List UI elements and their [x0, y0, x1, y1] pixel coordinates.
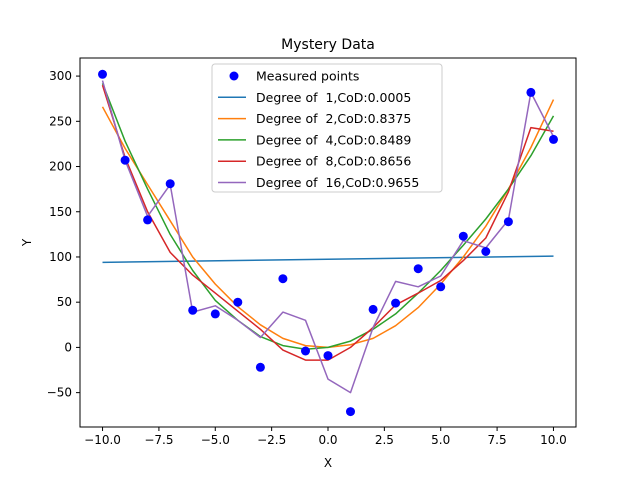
legend-label: Measured points	[256, 69, 359, 84]
legend-label: Degree of 8,CoD:0.8656	[256, 154, 411, 169]
x-tick-label: −2.5	[257, 433, 286, 447]
x-tick-label: 5.0	[431, 433, 450, 447]
x-tick-label: −10.0	[84, 433, 121, 447]
legend-label: Degree of 2,CoD:0.8375	[256, 111, 411, 126]
legend-marker	[229, 71, 239, 81]
plot-frame	[79, 57, 577, 428]
x-tick-label: −5.0	[201, 433, 230, 447]
data-point	[98, 69, 107, 79]
series-line-1	[102, 255, 554, 264]
y-tick-label: 300	[49, 69, 72, 83]
data-point	[413, 264, 423, 274]
data-point	[278, 274, 288, 284]
legend-label: Degree of 1,CoD:0.0005	[256, 90, 411, 105]
data-point	[458, 231, 468, 241]
y-tick-label: 200	[49, 160, 72, 174]
y-axis-label: Y	[20, 238, 34, 247]
data-point	[143, 215, 153, 225]
x-axis-label: X	[324, 456, 332, 470]
data-point	[368, 304, 378, 314]
data-point	[503, 217, 513, 227]
x-tick-label: 10.0	[540, 433, 567, 447]
data-point	[210, 309, 220, 319]
data-point	[346, 407, 355, 417]
y-tick-label: 250	[49, 114, 72, 128]
y-axis: −50 0 50 100 150 200 250 300	[47, 69, 80, 400]
legend-label: Degree of 16,CoD:0.9655	[256, 175, 419, 190]
scatter-points	[98, 69, 558, 417]
data-point	[120, 155, 130, 165]
data-point	[391, 298, 401, 308]
x-tick-label: 2.5	[375, 433, 394, 447]
y-tick-label: −50	[47, 386, 72, 400]
data-point	[481, 247, 491, 256]
y-tick-label: 50	[57, 295, 72, 309]
data-point	[549, 134, 558, 144]
y-tick-label: 150	[49, 205, 72, 219]
x-tick-label: −7.5	[144, 433, 173, 447]
x-tick-label: 0.0	[318, 433, 337, 447]
data-point	[526, 87, 536, 97]
data-point	[301, 346, 310, 356]
data-point	[323, 351, 333, 361]
legend: Measured points Degree of 1,CoD:0.0005 Deg…	[211, 63, 443, 193]
data-point	[233, 297, 243, 307]
legend-label: Degree of 4,CoD:0.8489	[256, 132, 411, 147]
data-point	[188, 305, 198, 315]
series-line-5	[101, 80, 555, 394]
y-tick-label: 100	[49, 250, 72, 264]
data-point	[436, 282, 446, 292]
legend-box	[211, 63, 443, 193]
y-tick-label: 0	[64, 340, 72, 354]
data-point	[165, 179, 175, 189]
x-axis: −10.0 −7.5 −5.0 −2.5 0.0 2.5 5.0 7.5 10.0	[84, 427, 567, 447]
series-line-3	[101, 83, 555, 350]
chart-title: Mystery Data	[281, 37, 375, 53]
x-tick-label: 7.5	[488, 433, 507, 447]
data-point	[255, 362, 265, 372]
